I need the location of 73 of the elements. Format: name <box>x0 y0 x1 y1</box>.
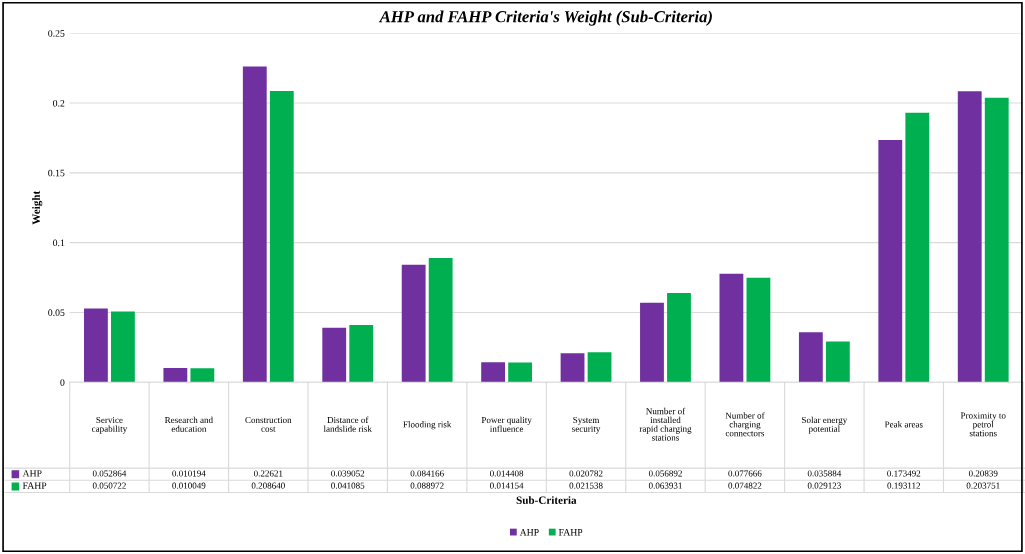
bar <box>667 293 691 383</box>
bar <box>905 112 930 383</box>
bar <box>640 302 664 383</box>
x-tick-label: Number of installed rapid charging stations <box>639 407 692 441</box>
x-tick-label: Peak areas <box>884 421 923 428</box>
data-label: 0.010049 <box>172 482 206 489</box>
data-label: 0.050722 <box>92 482 126 489</box>
data-label: 0.074822 <box>728 482 762 489</box>
bar <box>957 91 982 383</box>
text: AHP <box>519 529 539 536</box>
data-label: 0.22621 <box>253 470 283 477</box>
data-label: 0.173492 <box>887 470 921 477</box>
data-label: 0.039052 <box>331 470 365 477</box>
bar <box>190 368 215 383</box>
data-label: 0.052864 <box>92 470 127 477</box>
y-tick-label: 0.05 <box>48 309 65 316</box>
bar <box>508 362 533 383</box>
text: FAHP <box>558 529 583 536</box>
chart-title: AHP and FAHP Criteria's Weight (Sub-Criteria) <box>378 10 712 26</box>
data-label: 0.056892 <box>648 470 682 477</box>
bar <box>322 327 347 383</box>
data-label: 0.193112 <box>887 482 921 489</box>
y-tick-label: 0.25 <box>48 30 65 37</box>
data-label: 0.088972 <box>410 482 444 489</box>
data-label: 0.014154 <box>490 482 524 489</box>
bar <box>984 97 1009 383</box>
x-axis-title: Sub-Criteria <box>516 496 577 504</box>
bar <box>746 277 771 383</box>
x-tick-label: Number of charging connectors <box>725 412 765 437</box>
y-tick-label: 0.2 <box>53 99 65 107</box>
y-tick-label: 0 <box>60 379 65 386</box>
bar <box>719 273 744 383</box>
data-label: 0.203751 <box>966 482 1000 489</box>
y-tick-label: 0.1 <box>53 239 65 247</box>
bar <box>560 353 585 383</box>
bar <box>163 368 188 383</box>
data-label: 0.063931 <box>648 482 682 489</box>
bar <box>401 264 426 383</box>
data-label: 0.021538 <box>569 482 603 489</box>
data-label: 0.084166 <box>410 470 444 477</box>
data-label: 0.010194 <box>172 470 206 477</box>
x-tick-label: Flooding risk <box>403 421 452 430</box>
bar <box>798 332 823 383</box>
bar <box>481 362 506 383</box>
y-axis-title: Weight <box>32 190 43 225</box>
bar <box>428 258 453 383</box>
x-tick-label: Service capability <box>91 416 128 434</box>
data-label: 0.020782 <box>569 470 603 477</box>
bar <box>878 140 903 383</box>
data-label: 0.035884 <box>807 470 842 477</box>
bar <box>825 341 850 383</box>
bar <box>242 66 267 383</box>
legend-label: FAHP <box>22 482 47 489</box>
x-tick-label: Distance of landslide risk <box>323 416 372 432</box>
x-tick-label: Construction cost <box>245 416 292 432</box>
data-label: 0.208640 <box>251 482 285 489</box>
legend-label: AHP <box>22 470 42 477</box>
data-label: 0.20839 <box>968 470 998 477</box>
x-tick-label: System security <box>572 416 601 434</box>
bar <box>84 308 108 383</box>
data-label: 0.014408 <box>490 470 524 477</box>
data-label: 0.077666 <box>728 470 762 477</box>
bar <box>349 324 374 383</box>
bar <box>269 90 294 383</box>
bar <box>111 311 135 383</box>
x-tick-label: Power quality influence <box>481 416 532 432</box>
bar <box>587 352 612 383</box>
x-tick-label: Proximity to petrol stations <box>960 412 1006 437</box>
x-tick-label: Research and education <box>164 416 213 432</box>
data-label: 0.041085 <box>331 482 365 489</box>
y-tick-label: 0.15 <box>48 169 65 177</box>
x-tick-label: Solar energy potential <box>802 416 848 434</box>
data-label: 0.029123 <box>807 482 841 489</box>
